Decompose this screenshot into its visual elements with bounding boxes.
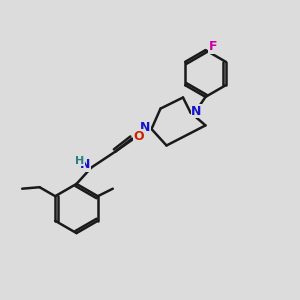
Text: F: F <box>209 40 217 53</box>
Text: N: N <box>80 158 90 171</box>
Text: O: O <box>133 130 144 143</box>
Text: N: N <box>191 105 202 118</box>
Text: H: H <box>75 156 84 166</box>
Text: N: N <box>140 121 151 134</box>
